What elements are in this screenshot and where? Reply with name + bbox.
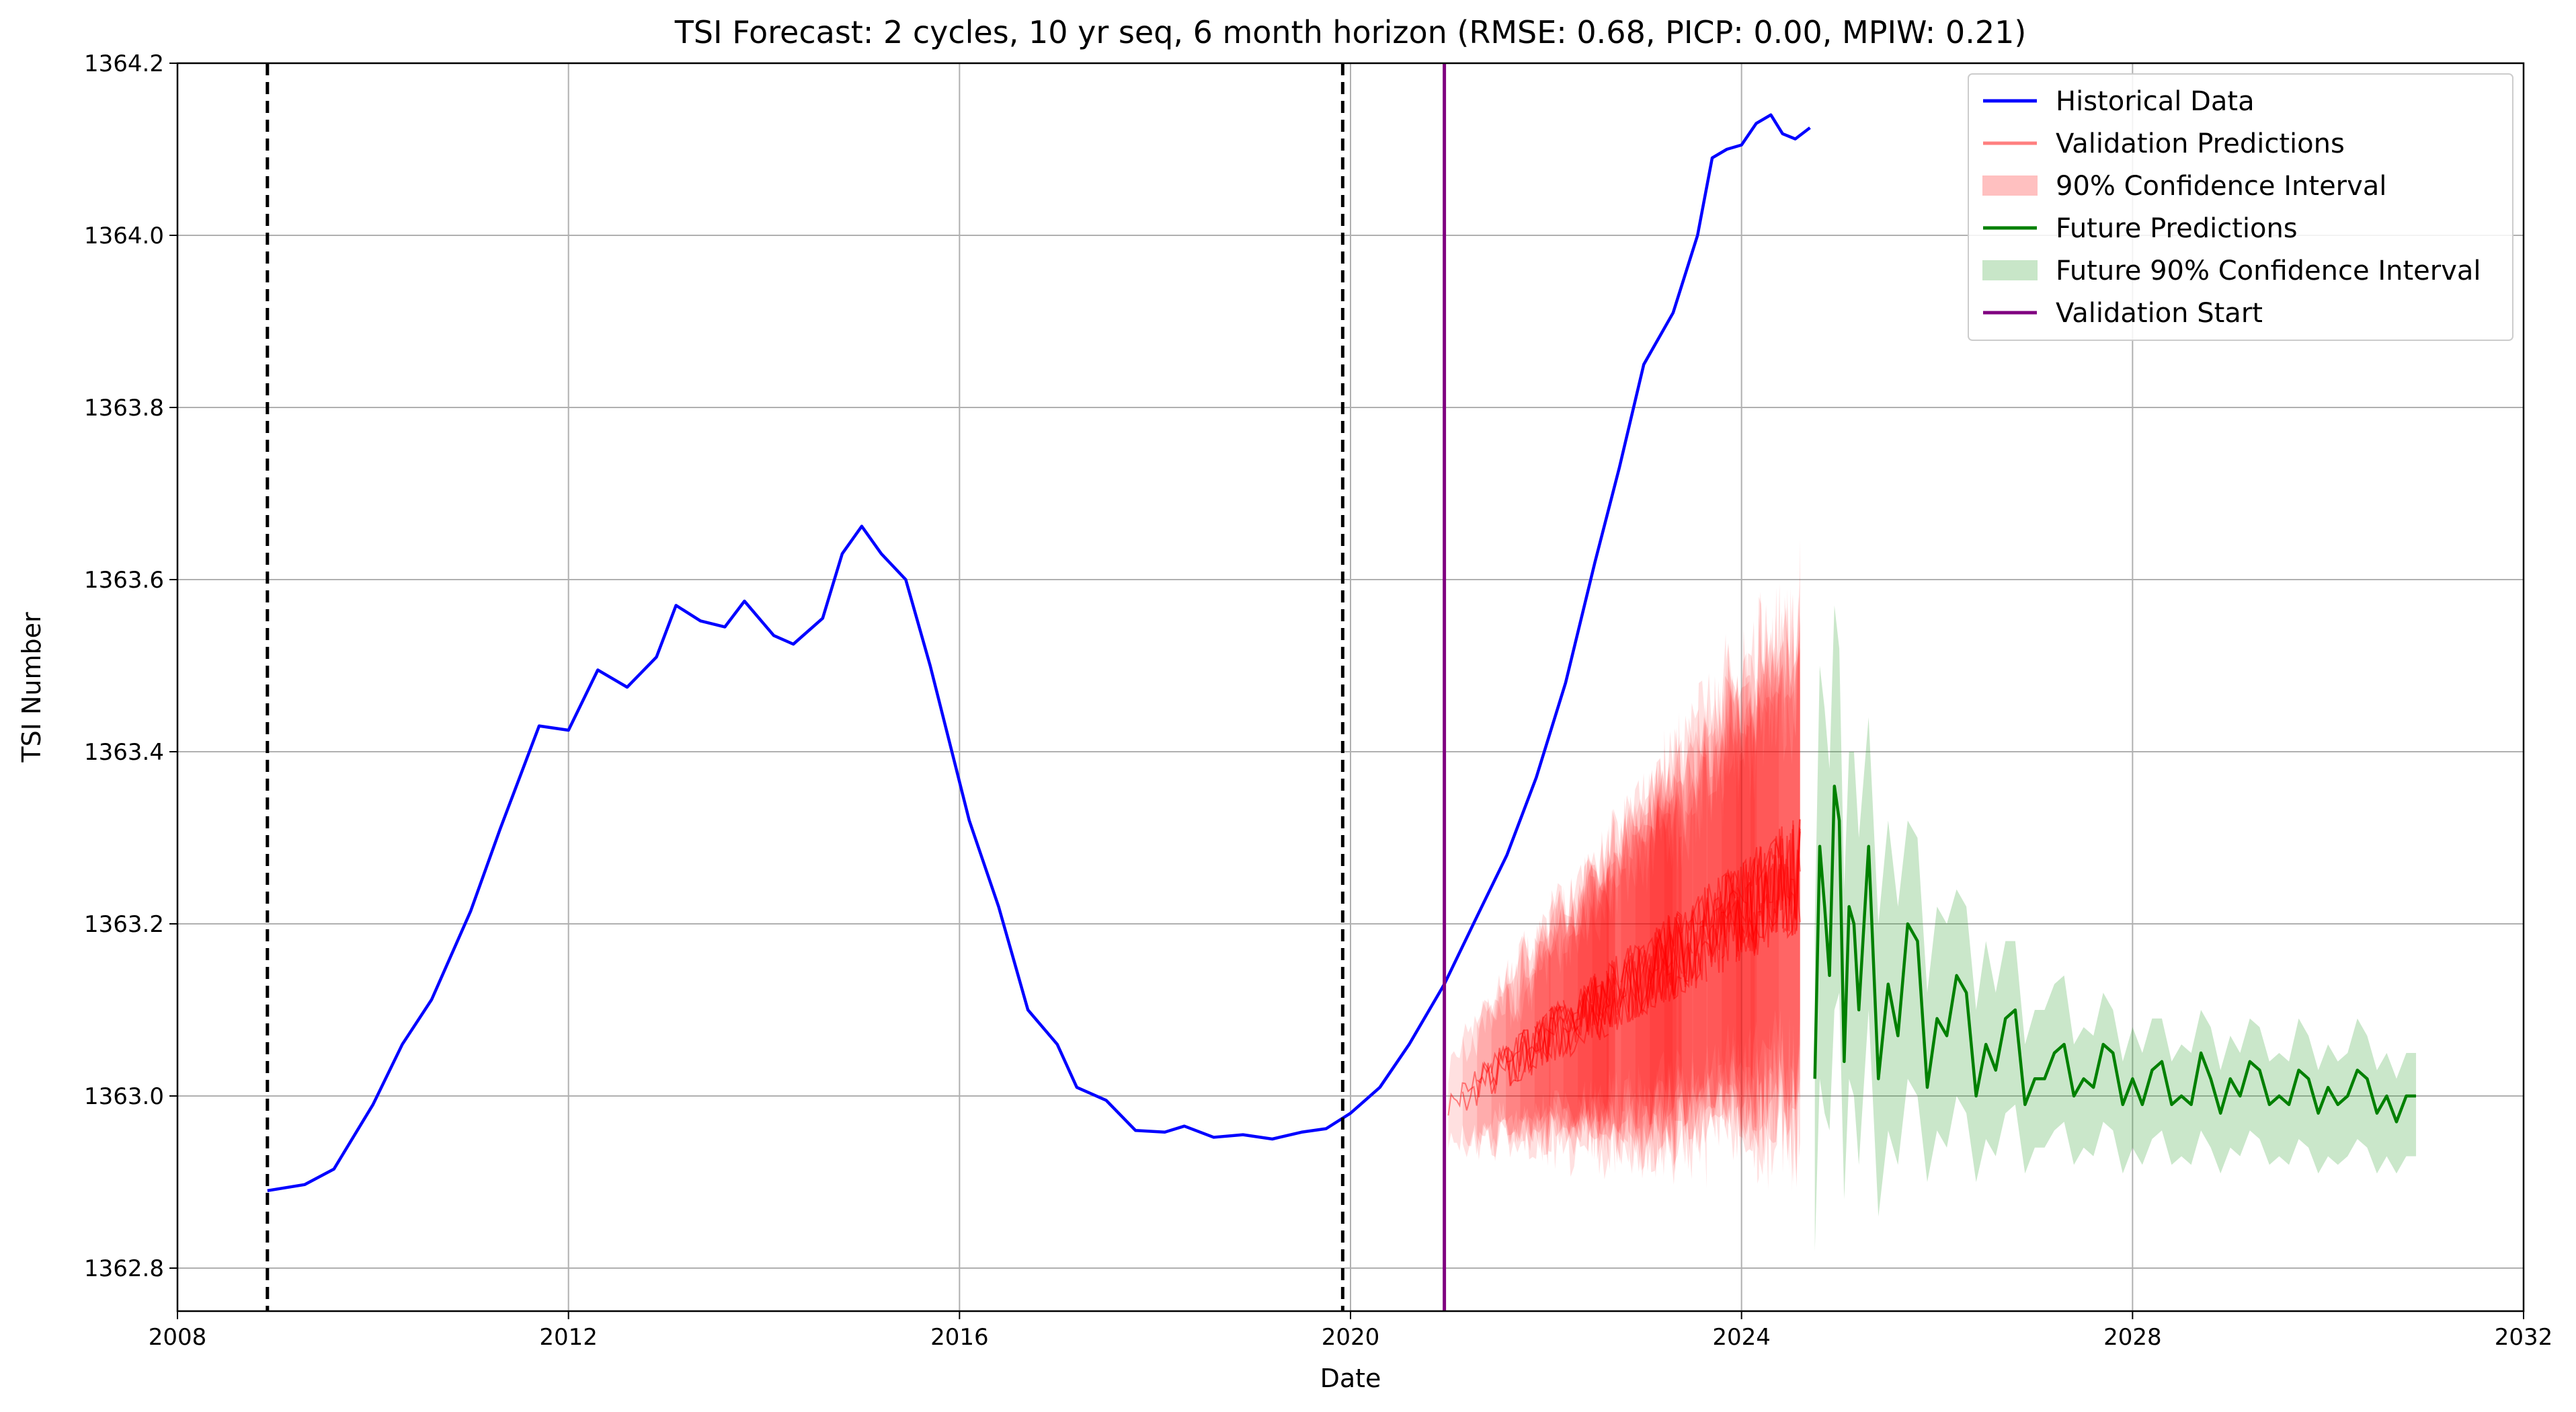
- validation-prediction-line: [1706, 828, 1801, 973]
- validation-confidence-band: [1592, 728, 1682, 1174]
- validation-confidence-band: [1722, 538, 1800, 1173]
- validation-confidence-band: [1635, 643, 1755, 1173]
- validation-confidence-band: [1606, 674, 1741, 1185]
- legend-label: 90% Confidence Interval: [2056, 171, 2386, 202]
- x-tick-label: 2024: [1712, 1324, 1771, 1351]
- legend-label: Future 90% Confidence Interval: [2056, 256, 2481, 286]
- validation-confidence-band: [1736, 594, 1800, 1190]
- validation-prediction-line: [1620, 881, 1758, 1008]
- legend-box: [1968, 73, 2513, 341]
- validation-confidence-band: [1664, 615, 1779, 1156]
- validation-prediction-line: [1490, 976, 1616, 1081]
- validation-prediction-line: [1534, 916, 1682, 1061]
- x-tick-label: 2008: [149, 1324, 207, 1351]
- validation-prediction-line: [1721, 819, 1801, 959]
- y-tick-label: 1363.0: [84, 1083, 164, 1110]
- validation-prediction-line: [1562, 921, 1693, 1058]
- validation-confidence-band: [1520, 758, 1673, 1178]
- validation-prediction-line: [1605, 890, 1742, 1027]
- validation-confidence-band: [1534, 761, 1682, 1169]
- validation-prediction-line: [1476, 978, 1610, 1094]
- validation-prediction-line: [1634, 857, 1756, 996]
- vertical-markers: [266, 63, 1447, 1311]
- legend-label: Historical Data: [2056, 86, 2255, 117]
- validation-prediction-line: [1519, 914, 1674, 1071]
- validation-prediction-line: [1447, 1028, 1552, 1116]
- validation-prediction-line: [1663, 847, 1780, 978]
- validation-confidence-band: [1750, 588, 1800, 1192]
- historical-data-line: [267, 113, 1811, 1193]
- validation-prediction-line: [1678, 819, 1801, 979]
- validation-confidence-band: [1491, 849, 1615, 1174]
- y-tick-label: 1362.8: [84, 1255, 164, 1282]
- validation-prediction-line: [1548, 925, 1677, 1057]
- y-tick-label: 1363.8: [84, 395, 164, 422]
- validation-confidence-band: [1477, 824, 1609, 1158]
- validation-prediction-line: [1505, 960, 1616, 1082]
- legend-swatch: [1982, 175, 2038, 196]
- legend-swatch: [1982, 260, 2038, 280]
- validation-prediction-line: [1750, 824, 1801, 955]
- x-tick-label: 2032: [2495, 1324, 2553, 1351]
- future-predictions-line: [1813, 784, 2417, 1124]
- axis-ticks: 2008 2012 2016 2020 2024 2028 2032 1362.8 1363.0…: [84, 50, 2552, 1351]
- y-tick-label: 1363.4: [84, 739, 164, 766]
- legend-label: Future Predictions: [2056, 213, 2298, 244]
- legend: Historical Data Validation Predictions 90%…: [1968, 73, 2513, 341]
- y-tick-label: 1364.2: [84, 50, 164, 77]
- validation-confidence-band: [1707, 584, 1800, 1176]
- validation-prediction-line: [1577, 920, 1707, 1038]
- confidence-bands: [1448, 538, 2417, 1251]
- y-tick-label: 1363.2: [84, 911, 164, 938]
- validation-confidence-band: [1693, 610, 1800, 1179]
- y-tick-label: 1363.6: [84, 567, 164, 594]
- chart-title: TSI Forecast: 2 cycles, 10 yr seq, 6 mon…: [674, 14, 2027, 50]
- validation-confidence-band: [1563, 768, 1693, 1177]
- validation-confidence-band: [1578, 750, 1707, 1189]
- validation-confidence-band: [1462, 863, 1609, 1179]
- validation-prediction-line: [1461, 982, 1609, 1111]
- x-tick-label: 2028: [2103, 1324, 2162, 1351]
- validation-prediction-line: [1649, 828, 1801, 986]
- validation-confidence-band: [1621, 676, 1757, 1173]
- y-tick-label: 1364.0: [84, 223, 164, 249]
- validation-prediction-line: [1692, 826, 1801, 988]
- legend-label: Validation Start: [2056, 298, 2263, 329]
- y-axis-title: TSI Number: [17, 612, 46, 763]
- validation-confidence-band: [1448, 936, 1551, 1166]
- validation-prediction-line: [1591, 921, 1683, 1035]
- validation-confidence-band: [1549, 773, 1677, 1171]
- legend-label: Validation Predictions: [2056, 128, 2345, 159]
- x-axis-title: Date: [1320, 1364, 1381, 1393]
- validation-confidence-band: [1679, 584, 1800, 1183]
- series-lines: [267, 113, 2417, 1193]
- x-tick-label: 2016: [930, 1324, 989, 1351]
- x-tick-label: 2012: [539, 1324, 598, 1351]
- x-tick-label: 2020: [1322, 1324, 1380, 1351]
- validation-confidence-band: [1506, 809, 1615, 1162]
- validation-confidence-band: [1650, 631, 1800, 1179]
- validation-prediction-line: [1735, 820, 1801, 962]
